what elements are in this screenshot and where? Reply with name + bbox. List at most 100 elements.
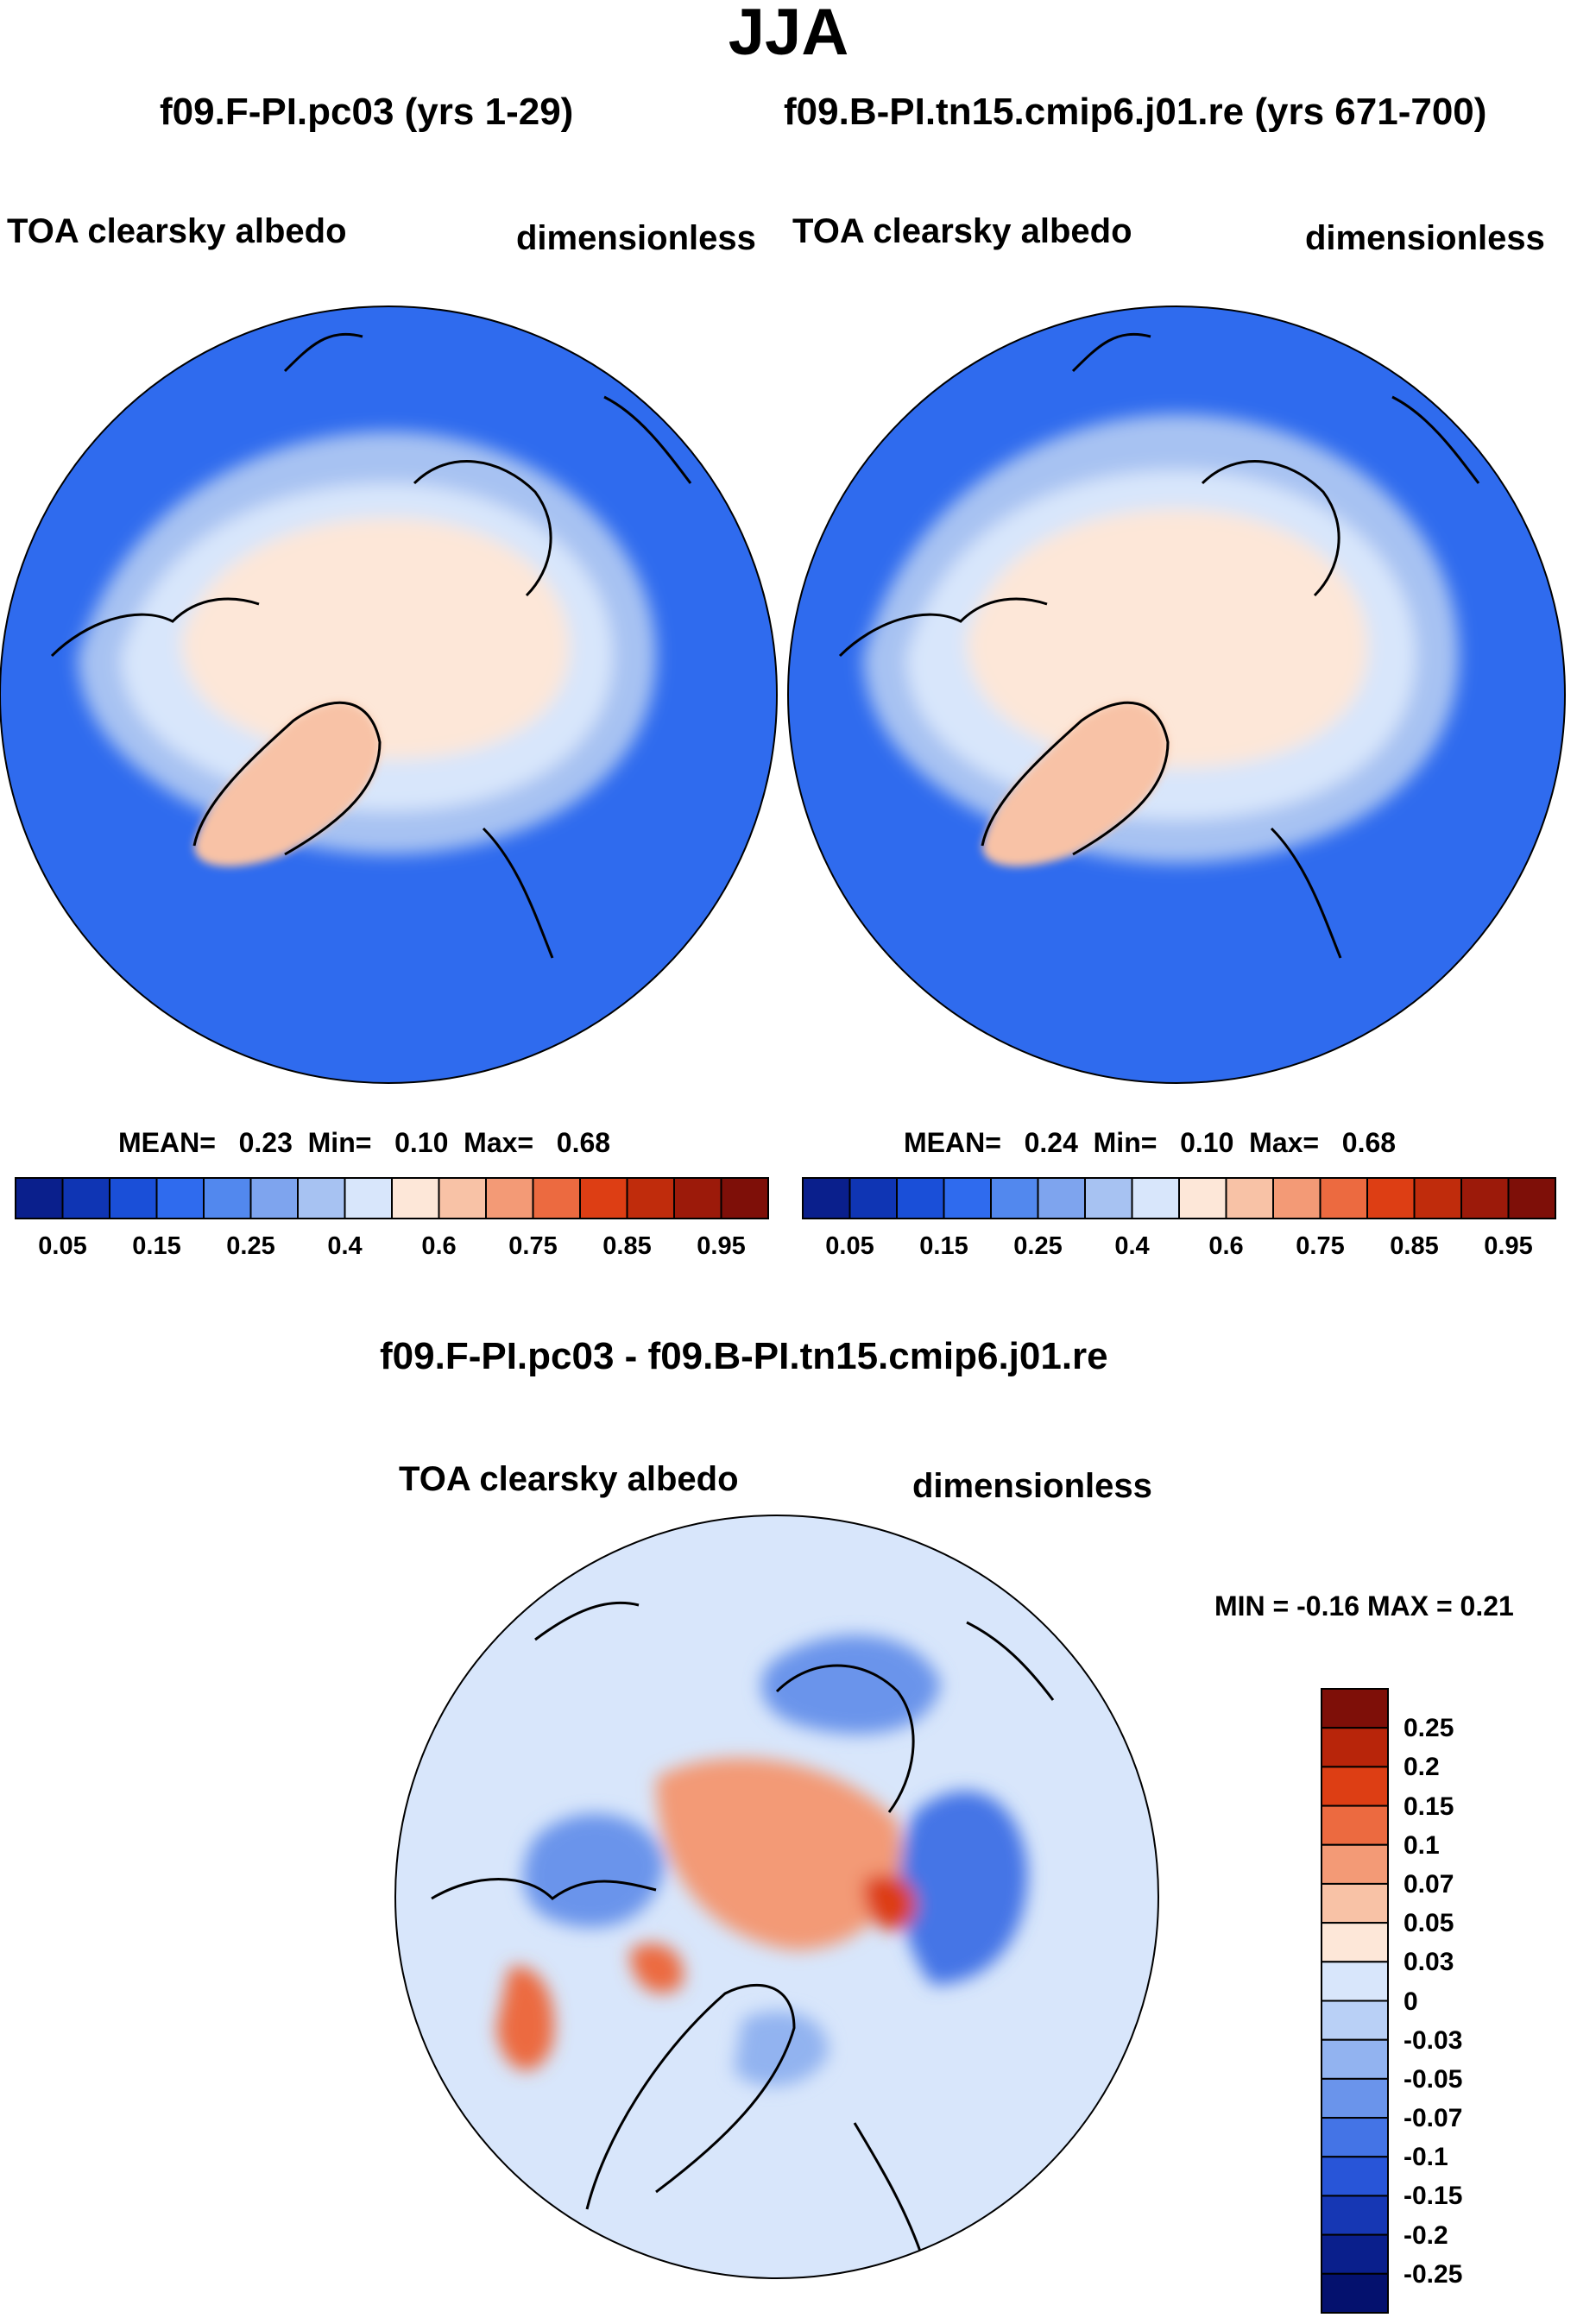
left-map-outline	[0, 305, 778, 1084]
diff-colorbar-swatch	[1321, 2272, 1389, 2314]
left-colorbar-tick-label: 0.15	[132, 1232, 181, 1260]
right-min-value: 0.10	[1180, 1127, 1234, 1158]
diff-colorbar-swatch	[1321, 2117, 1389, 2158]
right-colorbar-swatch	[1460, 1177, 1510, 1219]
left-colorbar-tick-label: 0.75	[508, 1232, 558, 1260]
right-map-coastline	[838, 332, 1480, 959]
left-panel-title: f09.F-PI.pc03 (yrs 1-29)	[160, 91, 574, 133]
diff-map-coastline	[431, 1601, 1055, 2262]
diff-colorbar-swatch	[1321, 1922, 1389, 1963]
right-colorbar-swatch	[896, 1177, 945, 1219]
right-colorbar-swatch	[1507, 1177, 1556, 1219]
left-colorbar-swatch	[579, 1177, 628, 1219]
right-colorbar-swatch	[1084, 1177, 1133, 1219]
diff-colorbar-tick-label: 0.05	[1404, 1909, 1454, 1938]
left-colorbar-swatch	[15, 1177, 64, 1219]
left-max-label: Max=	[464, 1127, 534, 1158]
diff-colorbar-swatch	[1321, 1727, 1389, 1768]
diff-colorbar-swatch	[1321, 2195, 1389, 2236]
diff-colorbar-tick-label: -0.15	[1404, 2182, 1463, 2211]
diff-colorbar-tick-label: -0.03	[1404, 2025, 1463, 2055]
right-colorbar-swatch	[1131, 1177, 1180, 1219]
left-mean-value: 0.23	[238, 1127, 293, 1158]
diff-colorbar-tick-label: 0.03	[1404, 1948, 1454, 1977]
left-colorbar-tick-label: 0.6	[421, 1232, 457, 1260]
diff-colorbar-tick-label: 0.07	[1404, 1869, 1454, 1899]
left-max-value: 0.68	[556, 1127, 611, 1158]
diff-colorbar-swatch	[1321, 2077, 1389, 2119]
right-colorbar-tick-label: 0.15	[919, 1232, 968, 1260]
left-colorbar-tick-label: 0.95	[697, 1232, 746, 1260]
left-colorbar-swatch	[720, 1177, 769, 1219]
left-min-value: 0.10	[394, 1127, 449, 1158]
diff-colorbar-swatch	[1321, 1843, 1389, 1885]
diff-colorbar-swatch	[1321, 1766, 1389, 1807]
diff-colorbar-tick-label: 0.1	[1404, 1830, 1440, 1860]
right-colorbar	[802, 1177, 1556, 1219]
right-variable-label: TOA clearsky albedo	[792, 212, 1132, 250]
diff-map	[395, 1515, 1158, 2278]
left-colorbar-tick-label: 0.05	[38, 1232, 87, 1260]
left-colorbar-swatch	[391, 1177, 440, 1219]
right-panel-title: f09.B-PI.tn15.cmip6.j01.re (yrs 671-700)	[784, 91, 1487, 133]
diff-colorbar-swatch	[1321, 1804, 1389, 1846]
right-units-label: dimensionless	[1305, 219, 1545, 257]
left-colorbar-swatch	[438, 1177, 487, 1219]
left-colorbar	[15, 1177, 769, 1219]
diff-map-blue-east	[899, 1791, 1028, 1985]
left-colorbar-swatch	[61, 1177, 110, 1219]
left-colorbar-swatch	[485, 1177, 534, 1219]
right-colorbar-tick-label: 0.6	[1208, 1232, 1244, 1260]
right-colorbar-swatch	[1366, 1177, 1416, 1219]
diff-colorbar-tick-label: -0.25	[1404, 2259, 1463, 2289]
right-colorbar-swatch	[802, 1177, 851, 1219]
right-map-outline	[787, 305, 1566, 1084]
right-colorbar-swatch	[1178, 1177, 1227, 1219]
diff-colorbar-tick-label: -0.05	[1404, 2064, 1463, 2094]
right-colorbar-tick-label: 0.95	[1484, 1232, 1533, 1260]
right-colorbar-swatch	[990, 1177, 1039, 1219]
diff-colorbar-swatch	[1321, 2000, 1389, 2041]
left-colorbar-swatch	[155, 1177, 205, 1219]
right-max-value: 0.68	[1341, 1127, 1397, 1158]
diff-colorbar-swatch	[1321, 1961, 1389, 2002]
right-map	[788, 306, 1565, 1083]
right-colorbar-swatch	[1037, 1177, 1086, 1219]
diff-panel-title: f09.F-PI.pc03 - f09.B-PI.tn15.cmip6.j01.…	[380, 1335, 1108, 1377]
diff-colorbar-swatch	[1321, 1882, 1389, 1924]
diff-map-red-hudson	[630, 1943, 684, 1993]
diff-map-red-center	[656, 1758, 901, 1950]
left-colorbar-swatch	[626, 1177, 675, 1219]
left-variable-label: TOA clearsky albedo	[7, 212, 347, 250]
left-map	[0, 306, 777, 1083]
diff-colorbar-tick-label: -0.2	[1404, 2220, 1448, 2250]
right-colorbar-swatch	[1272, 1177, 1322, 1219]
diff-stats: MIN = -0.16 MAX = 0.21	[1214, 1590, 1514, 1622]
left-mean-label: MEAN=	[118, 1127, 216, 1158]
right-colorbar-swatch	[1413, 1177, 1462, 1219]
left-colorbar-swatch	[249, 1177, 299, 1219]
left-colorbar-tick-label: 0.4	[327, 1232, 363, 1260]
diff-colorbar-tick-label: -0.07	[1404, 2104, 1463, 2133]
right-colorbar-swatch	[848, 1177, 898, 1219]
diff-map-blue-south	[734, 2011, 829, 2087]
left-colorbar-swatch	[297, 1177, 346, 1219]
diff-colorbar	[1321, 1688, 1389, 2314]
left-colorbar-swatch	[673, 1177, 722, 1219]
right-colorbar-swatch	[943, 1177, 992, 1219]
diff-colorbar-tick-label: 0	[1404, 1987, 1418, 2016]
right-colorbar-tick-label: 0.75	[1296, 1232, 1345, 1260]
diff-colorbar-tick-label: 0.2	[1404, 1753, 1440, 1782]
diff-colorbar-swatch	[1321, 2038, 1389, 2080]
right-min-label: Min=	[1093, 1127, 1158, 1158]
main-title: JJA	[728, 0, 849, 69]
diff-colorbar-tick-label: 0.15	[1404, 1792, 1454, 1821]
right-map-greenland	[982, 702, 1168, 866]
diff-colorbar-tick-label: -0.1	[1404, 2143, 1448, 2172]
left-colorbar-tick-label: 0.25	[226, 1232, 275, 1260]
diff-colorbar-swatch	[1321, 1688, 1389, 1729]
right-mean-label: MEAN=	[904, 1127, 1001, 1158]
diff-map-red-strong	[863, 1874, 917, 1930]
diff-map-blue-west	[523, 1813, 665, 1928]
